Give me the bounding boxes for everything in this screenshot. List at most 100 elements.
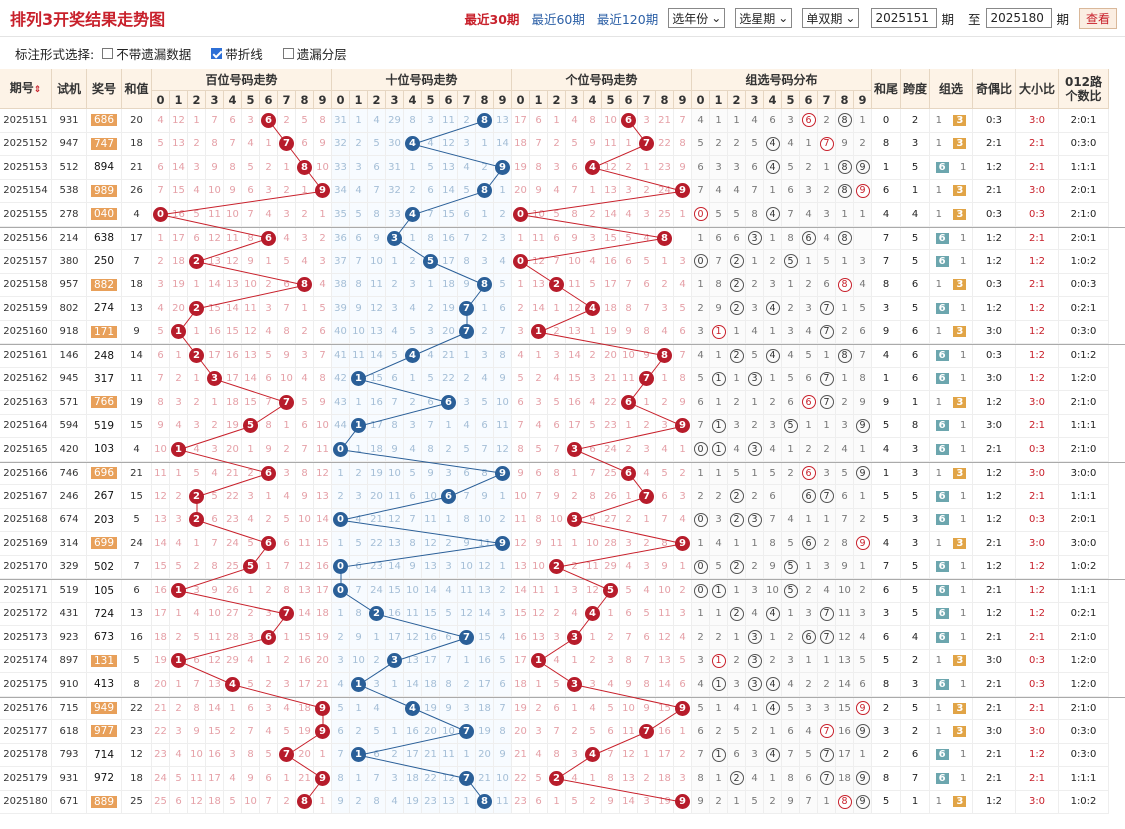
miss-count: 2 — [589, 796, 596, 808]
odd-even-ratio: 1:2 — [973, 391, 1016, 415]
trend-cell: 11 — [584, 555, 602, 579]
checkbox[interactable] — [282, 47, 294, 59]
miss-count: 5 — [589, 279, 596, 291]
group-cell: 3 — [854, 602, 872, 626]
parity-select[interactable]: 单双期 ⌄ — [802, 8, 860, 28]
trend-cell: 4 — [458, 156, 476, 180]
group-digit-circle: 1 — [711, 418, 726, 433]
miss-count: 1 — [499, 185, 506, 197]
miss-count: 5 — [247, 678, 254, 690]
group-cell: 2 — [728, 602, 746, 626]
trend-cell: 2 — [566, 485, 584, 509]
checkbox[interactable] — [102, 47, 114, 59]
to-issue-input[interactable]: 2025180 — [986, 8, 1053, 28]
drawn-digit-ball: 7 — [279, 606, 294, 622]
trend-cell: 1 — [170, 345, 188, 368]
sum-value: 18 — [122, 273, 152, 297]
miss-count: 3 — [265, 185, 272, 197]
miss-count: 7 — [643, 302, 650, 314]
link-recent-60[interactable]: 最近60期 — [531, 11, 585, 27]
issue-number: 2025175 — [0, 673, 52, 697]
test-number: 931 — [52, 767, 87, 791]
trend-cell: 4 — [476, 367, 494, 391]
trend-cell: 9 — [476, 485, 494, 509]
group-cell: 9 — [692, 790, 710, 814]
weekday-select[interactable]: 选星期 ⌄ — [735, 8, 793, 28]
option-layered[interactable]: 遗漏分层 — [275, 44, 347, 63]
miss-count: 1 — [935, 326, 943, 338]
trend-cell: 9 — [584, 132, 602, 156]
miss-count: 1 — [391, 725, 398, 737]
trend-cell: 16 — [566, 391, 584, 415]
route-012-ratio: 2:0:1 — [1059, 508, 1109, 532]
miss-count: 3 — [805, 702, 812, 714]
trend-cell: 2 — [350, 790, 368, 814]
group-cell: 2 — [764, 790, 782, 814]
miss-count: 4 — [319, 279, 326, 291]
year-select[interactable]: 选年份 ⌄ — [668, 8, 726, 28]
group-cell: 4 — [692, 673, 710, 697]
trend-cell: 11 — [152, 462, 170, 485]
group-cell: 5 — [728, 203, 746, 227]
miss-count: 7 — [373, 185, 380, 197]
trend-cell: 9 — [386, 438, 404, 462]
option-line[interactable]: 带折线 — [203, 44, 263, 63]
miss-count: 1 — [625, 138, 632, 150]
group-cell: 1 — [746, 250, 764, 274]
trend-cell: 2 — [278, 109, 296, 133]
miss-count: 13 — [226, 279, 239, 291]
group-cell: 9 — [782, 790, 800, 814]
option-no-miss-data[interactable]: 不带遗漏数据 — [94, 44, 191, 63]
link-recent-120[interactable]: 最近120期 — [596, 11, 659, 27]
header-digit: 9 — [494, 91, 512, 109]
trend-cell: 14 — [476, 602, 494, 626]
miss-count: 17 — [208, 350, 221, 362]
winning-number: 203 — [93, 513, 115, 526]
miss-count: 3 — [481, 255, 488, 267]
trend-cell: 1 — [152, 227, 170, 250]
miss-count: 4 — [697, 678, 704, 690]
trend-cell: 18 — [440, 273, 458, 297]
from-issue-input[interactable]: 2025151 — [871, 8, 938, 28]
miss-count: 13 — [532, 279, 545, 291]
odd-even-ratio: 1:2 — [973, 485, 1016, 509]
trend-cell: 7 — [638, 132, 656, 156]
trend-cell: 22 — [152, 720, 170, 744]
trend-cell: 1 — [584, 320, 602, 344]
link-recent-30[interactable]: 最近30期 — [464, 11, 520, 27]
view-button[interactable]: 查看 — [1078, 7, 1117, 29]
drawn-digit-ball: 9 — [495, 535, 510, 551]
drawn-digit-ball: 3 — [387, 230, 402, 246]
miss-count: 1 — [283, 420, 290, 432]
group-cell: 1 — [746, 462, 764, 485]
checkbox[interactable] — [211, 47, 223, 59]
trend-cell: 37 — [332, 250, 350, 274]
miss-count: 12 — [496, 443, 509, 455]
trend-cell: 5 — [494, 273, 512, 297]
group-cell: 2 — [710, 485, 728, 509]
header-digit: 9 — [314, 91, 332, 109]
miss-count: 2 — [409, 255, 416, 267]
trend-cell: 14 — [170, 156, 188, 180]
trend-cell: 6 — [674, 673, 692, 697]
trend-cell: 5 — [656, 462, 674, 485]
miss-count: 3 — [535, 396, 542, 408]
miss-count: 5 — [787, 537, 794, 549]
miss-count: 1 — [935, 279, 943, 291]
trend-cell: 2 — [458, 109, 476, 133]
sum-value: 22 — [122, 697, 152, 720]
miss-count: 8 — [535, 161, 542, 173]
winning-number: 502 — [93, 560, 115, 573]
trend-cell: 6 — [638, 273, 656, 297]
miss-count: 7 — [211, 114, 218, 126]
odd-even-ratio: 1:2 — [973, 462, 1016, 485]
trend-cell: 9 — [674, 790, 692, 814]
route-012-ratio: 0:3:0 — [1059, 720, 1109, 744]
group-cell: 1 — [728, 790, 746, 814]
route-012-ratio: 1:2:0 — [1059, 649, 1109, 673]
miss-count: 6 — [175, 796, 182, 808]
trend-cell: 33 — [386, 203, 404, 227]
miss-count: 31 — [334, 114, 347, 126]
drawn-digit-ball: 3 — [567, 629, 582, 645]
